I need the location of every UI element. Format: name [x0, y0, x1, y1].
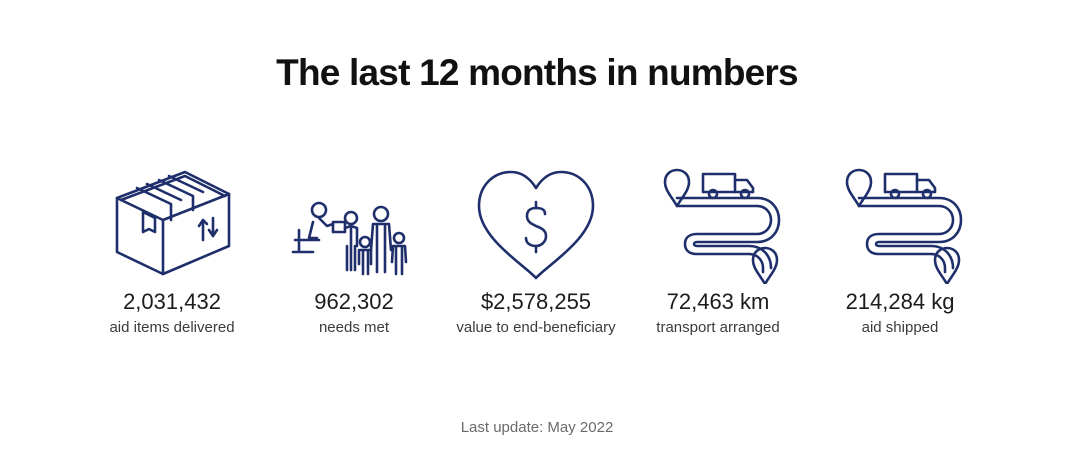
people-icon: [291, 201, 408, 276]
stat-aid-shipped: 214,284 kg aid shipped: [810, 160, 990, 338]
stat-label: needs met: [318, 319, 390, 336]
truck-route-icon: [663, 168, 781, 284]
stat-label: transport arranged: [656, 319, 780, 336]
stat-value: 2,031,432: [123, 289, 221, 314]
stat-value: $2,578,255: [480, 289, 592, 314]
heart-dollar-icon: [477, 170, 595, 280]
stat-value: 214,284 kg: [845, 289, 955, 314]
stat-label: aid items delivered: [109, 319, 235, 336]
stat-value: 72,463 km: [666, 289, 770, 314]
page-title: The last 12 months in numbers: [276, 52, 798, 93]
stats-row: 2,031,432 aid items delivered: [0, 160, 1074, 360]
stat-aid-items: 2,031,432 aid items delivered: [82, 160, 262, 338]
last-update-text: Last update: May 2022: [460, 419, 614, 436]
stat-transport: 72,463 km transport arranged: [628, 160, 808, 338]
stat-label: value to end-beneficiary: [456, 319, 616, 336]
stat-needs-met: 962,302 needs met: [264, 160, 444, 338]
stat-value-to-beneficiary: $2,578,255 value to end-beneficiary: [446, 160, 626, 338]
stat-label: aid shipped: [861, 319, 939, 336]
box-icon: [115, 170, 231, 276]
stat-value: 962,302: [314, 289, 394, 314]
truck-route-icon: [845, 168, 963, 284]
